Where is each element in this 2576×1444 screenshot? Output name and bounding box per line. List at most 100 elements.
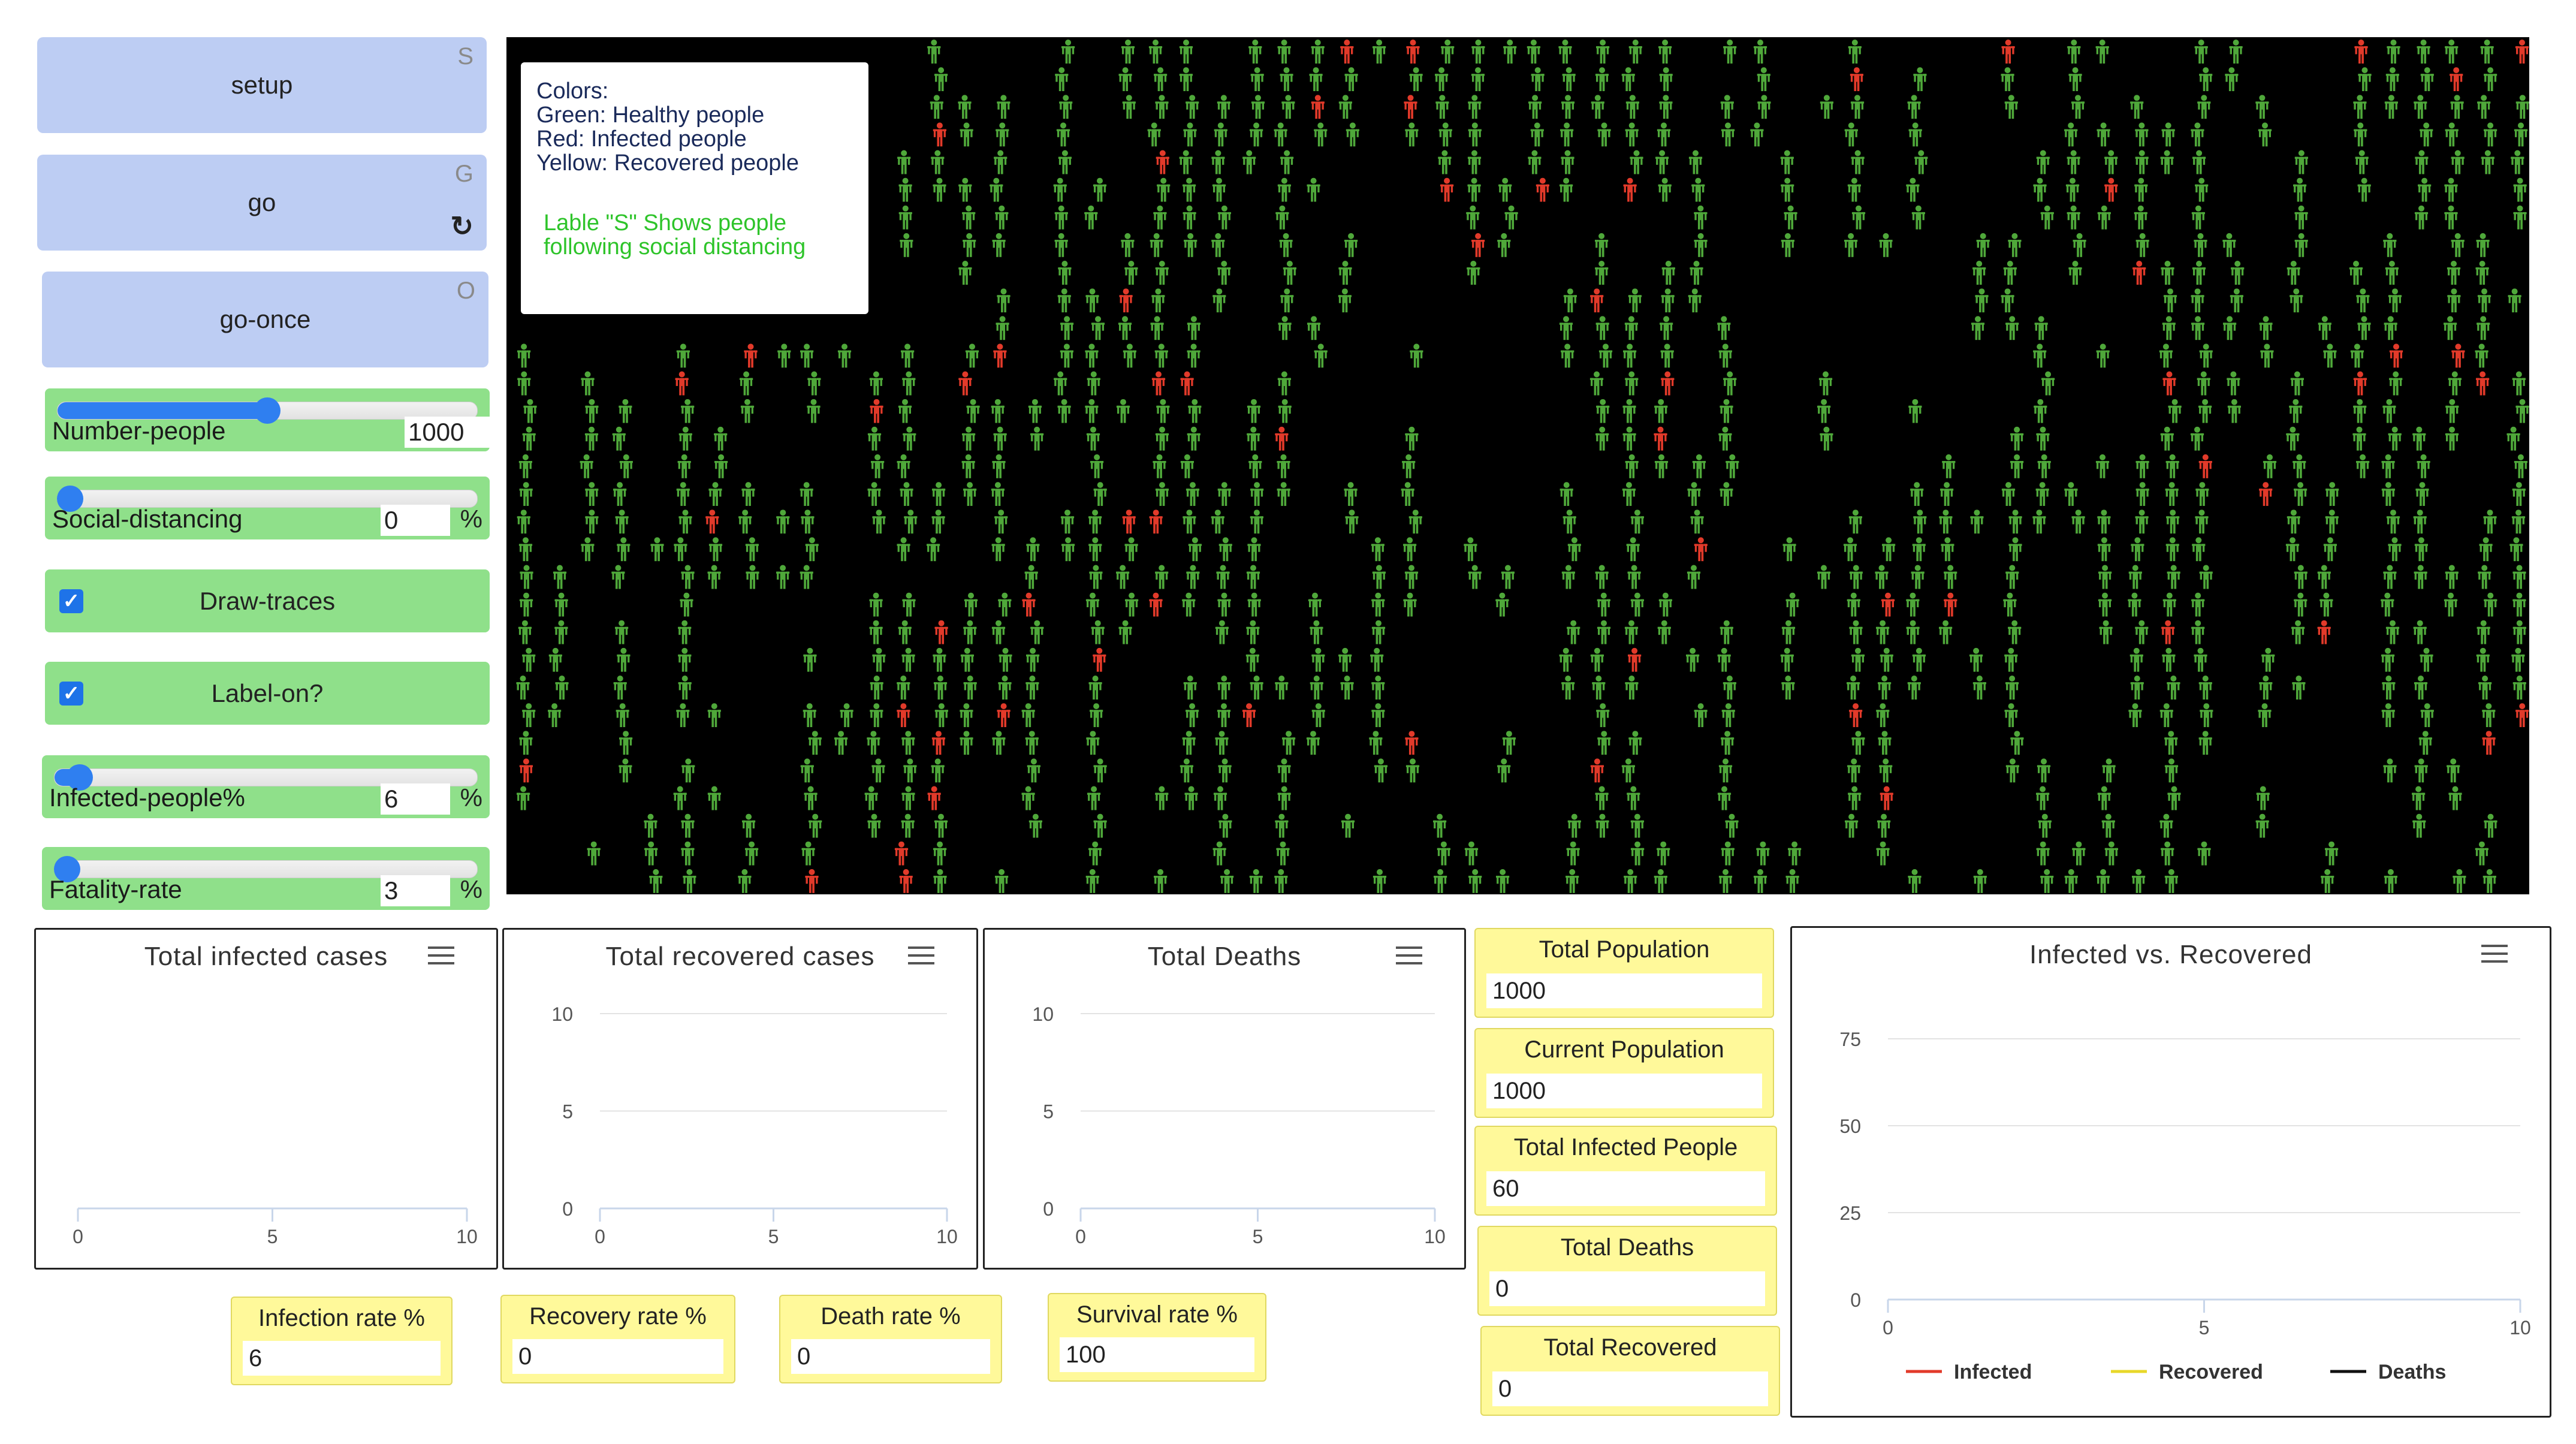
- person-agent: [872, 647, 886, 672]
- person-agent: [934, 813, 948, 838]
- person-agent: [1590, 288, 1604, 313]
- slider-track[interactable]: [57, 397, 478, 424]
- fatality-rate-slider[interactable]: Fatality-rate 3 %: [42, 847, 490, 910]
- person-agent: [2414, 676, 2428, 700]
- person-agent: [1721, 703, 1735, 728]
- y-tick-label: 10: [551, 1003, 573, 1025]
- person-agent: [1314, 122, 1328, 147]
- person-agent: [1093, 647, 1106, 672]
- slider-thumb[interactable]: [54, 856, 81, 882]
- person-agent: [2355, 454, 2370, 478]
- slider-track[interactable]: [57, 486, 478, 512]
- person-agent: [1596, 703, 1610, 728]
- social-distancing-slider[interactable]: Social-distancing 0 %: [45, 477, 490, 539]
- person-agent: [933, 869, 947, 893]
- person-agent: [1625, 95, 1640, 119]
- person-agent: [1563, 288, 1577, 313]
- person-agent: [2514, 122, 2528, 147]
- person-agent: [1121, 40, 1135, 64]
- person-agent: [1939, 510, 1953, 534]
- switch-label: Draw-traces: [199, 586, 336, 615]
- person-agent: [1026, 537, 1040, 562]
- person-agent: [1085, 592, 1100, 617]
- slider-value[interactable]: 6: [381, 783, 450, 815]
- setup-button[interactable]: setup S: [37, 37, 487, 133]
- hamburger-menu-icon[interactable]: [908, 946, 934, 970]
- person-agent: [1248, 454, 1262, 478]
- person-agent: [1659, 316, 1673, 340]
- plot-total-infected: Total infected cases 0 5 10: [34, 928, 498, 1270]
- person-agent: [963, 676, 977, 700]
- person-agent: [2191, 592, 2205, 617]
- person-agent: [1432, 813, 1447, 838]
- person-agent: [2260, 343, 2274, 368]
- slider-value[interactable]: 3: [381, 875, 450, 906]
- person-agent: [707, 703, 721, 728]
- slider-thumb[interactable]: [254, 397, 280, 424]
- person-agent: [1467, 261, 1480, 285]
- person-agent: [998, 592, 1012, 617]
- person-agent: [1153, 67, 1168, 92]
- person-agent: [2388, 537, 2402, 562]
- person-agent: [800, 343, 814, 368]
- person-agent: [2381, 482, 2396, 507]
- monitor-total-infected: Total Infected People 60: [1474, 1126, 1777, 1216]
- person-agent: [1628, 288, 1642, 313]
- monitor-label: Survival rate %: [1076, 1301, 1238, 1328]
- person-agent: [2191, 316, 2205, 340]
- go-once-button[interactable]: go-once O: [42, 272, 488, 367]
- person-agent: [1975, 288, 1989, 313]
- person-agent: [1155, 565, 1169, 589]
- person-agent: [961, 454, 975, 478]
- person-agent: [676, 343, 690, 368]
- person-agent: [2095, 40, 2109, 64]
- note-line: Red: Infected people: [536, 126, 747, 152]
- legend-label[interactable]: Recovered: [2159, 1361, 2263, 1383]
- person-agent: [1122, 95, 1136, 119]
- person-agent: [1530, 122, 1544, 147]
- legend-label[interactable]: Infected: [1954, 1361, 2032, 1383]
- person-agent: [904, 510, 918, 534]
- hamburger-menu-icon[interactable]: [2481, 945, 2508, 968]
- go-button[interactable]: go G ↻: [37, 155, 487, 251]
- label-on-switch[interactable]: ✓ Label-on?: [45, 662, 490, 725]
- person-agent: [1122, 510, 1136, 534]
- y-tick-label: 0: [1850, 1289, 1861, 1311]
- checkbox-checked-icon[interactable]: ✓: [59, 589, 83, 613]
- slider-value[interactable]: 0: [381, 505, 450, 536]
- person-agent: [1402, 537, 1417, 562]
- person-agent: [1059, 95, 1073, 119]
- person-agent: [523, 399, 537, 423]
- person-agent: [1688, 288, 1702, 313]
- person-agent: [1218, 758, 1232, 783]
- draw-traces-switch[interactable]: ✓ Draw-traces: [45, 569, 490, 632]
- person-agent: [2001, 288, 2014, 313]
- monitor-value: 60: [1486, 1171, 1765, 1206]
- person-agent: [1661, 288, 1675, 313]
- person-agent: [1589, 371, 1604, 396]
- checkbox-checked-icon[interactable]: ✓: [59, 681, 83, 706]
- hamburger-menu-icon[interactable]: [1396, 946, 1422, 970]
- slider-thumb[interactable]: [57, 486, 83, 512]
- person-agent: [2134, 205, 2147, 230]
- person-agent: [2198, 676, 2212, 700]
- number-people-slider[interactable]: Number-people 1000: [45, 388, 528, 451]
- person-agent: [1528, 95, 1542, 119]
- legend-label[interactable]: Deaths: [2378, 1361, 2446, 1383]
- hamburger-menu-icon[interactable]: [428, 946, 454, 970]
- world-view[interactable]: Colors: Green: Healthy people Red: Infecte…: [506, 37, 2529, 894]
- person-agent: [1311, 95, 1325, 119]
- person-agent: [2003, 592, 2017, 617]
- slider-thumb[interactable]: [67, 764, 93, 791]
- person-agent: [1344, 67, 1358, 92]
- person-agent: [1911, 565, 1925, 589]
- person-agent: [1906, 592, 1920, 617]
- person-agent: [776, 510, 790, 534]
- person-agent: [1242, 150, 1256, 174]
- person-agent: [2161, 261, 2174, 285]
- infected-people-slider[interactable]: Infected-people% 6 %: [42, 755, 490, 818]
- person-agent: [1153, 454, 1166, 478]
- person-agent: [2353, 399, 2367, 423]
- person-agent: [745, 537, 759, 562]
- person-agent: [1371, 537, 1385, 562]
